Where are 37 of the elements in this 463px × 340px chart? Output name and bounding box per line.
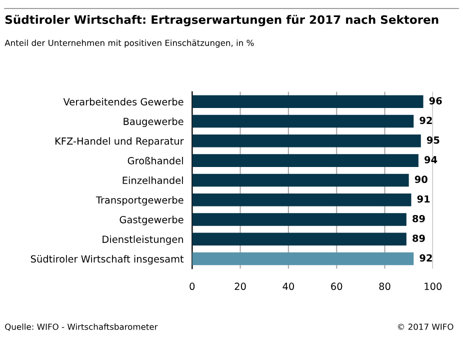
bar — [192, 95, 424, 108]
x-tick-label: 40 — [282, 282, 294, 290]
data-label: 90 — [414, 176, 428, 184]
y-tick-label: Transportgewerbe — [96, 196, 184, 206]
y-tick-label: Baugewerbe — [124, 118, 184, 127]
bar — [192, 193, 412, 206]
y-tick-label: Gastgewerbe — [120, 216, 184, 226]
bar — [192, 232, 406, 246]
x-tick-label: 0 — [190, 282, 195, 290]
chart-subtitle: Anteil der Unternehmen mit positiven Einschätzungen, in % — [4, 40, 254, 48]
data-label: 92 — [420, 116, 432, 124]
data-label: 89 — [412, 234, 425, 242]
data-label: 96 — [429, 97, 442, 104]
bar — [192, 134, 421, 148]
bar — [192, 213, 406, 226]
text: © 2017 WIFO — [398, 324, 454, 330]
bar — [192, 114, 414, 128]
bar — [192, 174, 409, 187]
bar — [192, 154, 418, 167]
y-tick-label: Großhandel — [128, 156, 183, 164]
y-tick-label: Verarbeitendes Gewerbe — [63, 98, 184, 106]
y-tick-label: KFZ-Handel und Reparatur — [55, 137, 184, 147]
x-tick-label: 60 — [331, 282, 342, 290]
data-label: 89 — [412, 214, 425, 222]
y-tick-label: Dienstleistungen — [102, 235, 183, 245]
data-label: 91 — [417, 195, 430, 203]
bar — [192, 252, 414, 266]
data-label: 95 — [426, 136, 440, 144]
x-tick-label: 80 — [379, 282, 390, 290]
x-tick-label: 100 — [424, 282, 442, 290]
y-tick-label: Einzelhandel — [122, 176, 183, 184]
x-tick-label: 20 — [234, 282, 246, 290]
y-tick-label: Südtiroler Wirtschaft insgesamt — [30, 255, 184, 264]
chart-title: Südtiroler Wirtschaft: Ertragserwartungen für 2017 nach Sektoren — [5, 14, 438, 26]
source-note: Quelle: WIFO - Wirtschaftsbarometer — [5, 323, 158, 331]
data-label: 92 — [420, 254, 432, 262]
data-label: 94 — [424, 156, 438, 164]
